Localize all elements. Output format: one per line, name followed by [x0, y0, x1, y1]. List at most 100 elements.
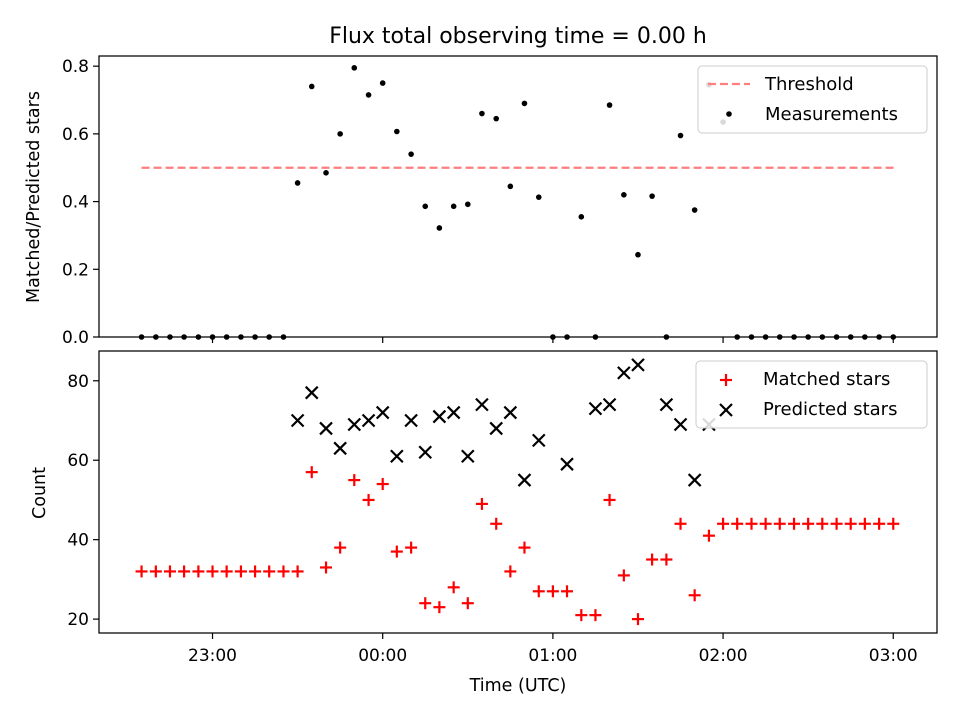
predicted-star-point — [319, 421, 333, 436]
matched-star-point — [475, 497, 488, 510]
matched-star-point — [773, 517, 786, 530]
matched-star-point — [305, 466, 318, 479]
predicted-star-point — [631, 358, 645, 372]
y-tick-label: 0.0 — [62, 328, 89, 348]
measurement-point — [379, 80, 386, 86]
measurement-point — [635, 251, 641, 258]
top-legend-box — [697, 65, 928, 134]
predicted-star-point — [588, 401, 603, 416]
legend-threshold-label: Threshold — [764, 74, 854, 95]
matched-star-point — [646, 553, 659, 566]
x-tick-label: 01:00 — [528, 646, 577, 666]
legend-matched-label: Matched stars — [763, 369, 890, 390]
matched-star-point — [320, 561, 333, 574]
measurement-point — [578, 214, 585, 220]
bottom-matched-points — [135, 466, 900, 626]
matched-star-point — [334, 541, 347, 554]
matched-star-point — [220, 565, 233, 578]
y-tick-label: 60 — [67, 451, 89, 471]
predicted-star-point — [617, 366, 631, 380]
matched-star-point — [149, 565, 162, 578]
matched-star-point — [263, 565, 276, 578]
matched-star-point — [419, 597, 432, 610]
matched-star-point — [178, 565, 191, 578]
matched-star-point — [532, 585, 545, 598]
bottom-legend: Matched stars Predicted stars — [695, 360, 928, 429]
matched-star-point — [759, 517, 772, 530]
predicted-star-point — [461, 449, 475, 464]
matched-star-point — [390, 545, 403, 558]
predicted-star-point — [602, 397, 617, 412]
matched-star-point — [873, 517, 886, 530]
measurement-point — [521, 100, 528, 107]
matched-star-point — [376, 478, 389, 491]
bottom-y-ticks: 20 40 60 80 — [67, 372, 99, 630]
top-panel: 0.00.20.40.60.8 Matched/Predicted stars … — [24, 55, 938, 348]
matched-star-point — [816, 517, 829, 530]
legend-matched-swatch — [720, 374, 732, 386]
y-tick-label: 80 — [67, 372, 89, 392]
y-tick-label: 0.6 — [62, 125, 89, 145]
measurement-point — [606, 102, 613, 108]
matched-star-point — [291, 565, 304, 578]
predicted-star-point — [375, 405, 390, 420]
measurement-point — [351, 65, 358, 71]
y-tick-label: 0.8 — [62, 57, 89, 77]
measurement-point — [436, 225, 443, 231]
predicted-star-point — [475, 397, 489, 412]
matched-star-point — [788, 517, 801, 530]
matched-star-point — [745, 517, 758, 530]
measurement-point — [507, 183, 514, 190]
predicted-star-point — [560, 457, 574, 471]
matched-star-point — [348, 474, 361, 487]
matched-star-point — [206, 565, 219, 578]
matched-star-point — [461, 597, 474, 610]
matched-star-point — [234, 565, 247, 578]
matched-star-point — [504, 565, 517, 578]
matched-star-point — [518, 541, 531, 554]
y-tick-label: 20 — [67, 610, 89, 630]
predicted-star-point — [503, 405, 518, 420]
matched-star-point — [561, 585, 574, 598]
top-x-ticks — [211, 337, 894, 343]
measurement-point — [535, 194, 542, 200]
matched-star-point — [887, 517, 900, 530]
predicted-star-point — [347, 417, 362, 432]
measurement-point — [621, 192, 627, 198]
matched-star-point — [717, 517, 730, 530]
x-tick-label: 23:00 — [188, 646, 237, 666]
predicted-star-point — [361, 413, 376, 428]
measurement-point — [365, 92, 372, 98]
predicted-star-point — [687, 473, 702, 487]
measurement-point — [464, 201, 471, 208]
bottom-x-ticks: 23:00 00:00 01:00 02:00 03:00 — [188, 633, 918, 666]
chart-title: Flux total observing time = 0.00 h — [329, 24, 707, 49]
matched-star-point — [731, 517, 744, 530]
measurement-point — [450, 203, 457, 210]
measurement-point — [308, 83, 315, 90]
measurement-point — [323, 170, 329, 176]
predicted-star-point — [531, 433, 546, 448]
matched-star-point — [546, 585, 559, 598]
matched-star-point — [433, 601, 446, 614]
matched-star-point — [192, 565, 205, 578]
top-axes-frame — [98, 55, 938, 338]
bottom-y-axis-label: Count — [30, 467, 50, 519]
y-tick-label: 0.2 — [62, 260, 89, 280]
bottom-panel: 20 40 60 80 23:00 00:00 01:00 02:00 03:00 Count… — [30, 350, 938, 696]
measurement-point — [422, 203, 429, 210]
measurement-point — [408, 151, 414, 157]
matched-star-point — [405, 541, 418, 554]
y-tick-label: 40 — [67, 531, 89, 551]
x-tick-label: 00:00 — [358, 646, 407, 666]
matched-star-point — [660, 553, 673, 566]
matched-star-point — [589, 609, 602, 622]
legend-predicted-swatch — [719, 403, 733, 417]
matched-star-point — [702, 529, 715, 542]
predicted-star-point — [304, 385, 319, 400]
bottom-predicted-points — [290, 358, 716, 487]
measurement-point — [649, 193, 655, 199]
matched-star-point — [844, 517, 857, 530]
predicted-star-point — [404, 413, 418, 428]
